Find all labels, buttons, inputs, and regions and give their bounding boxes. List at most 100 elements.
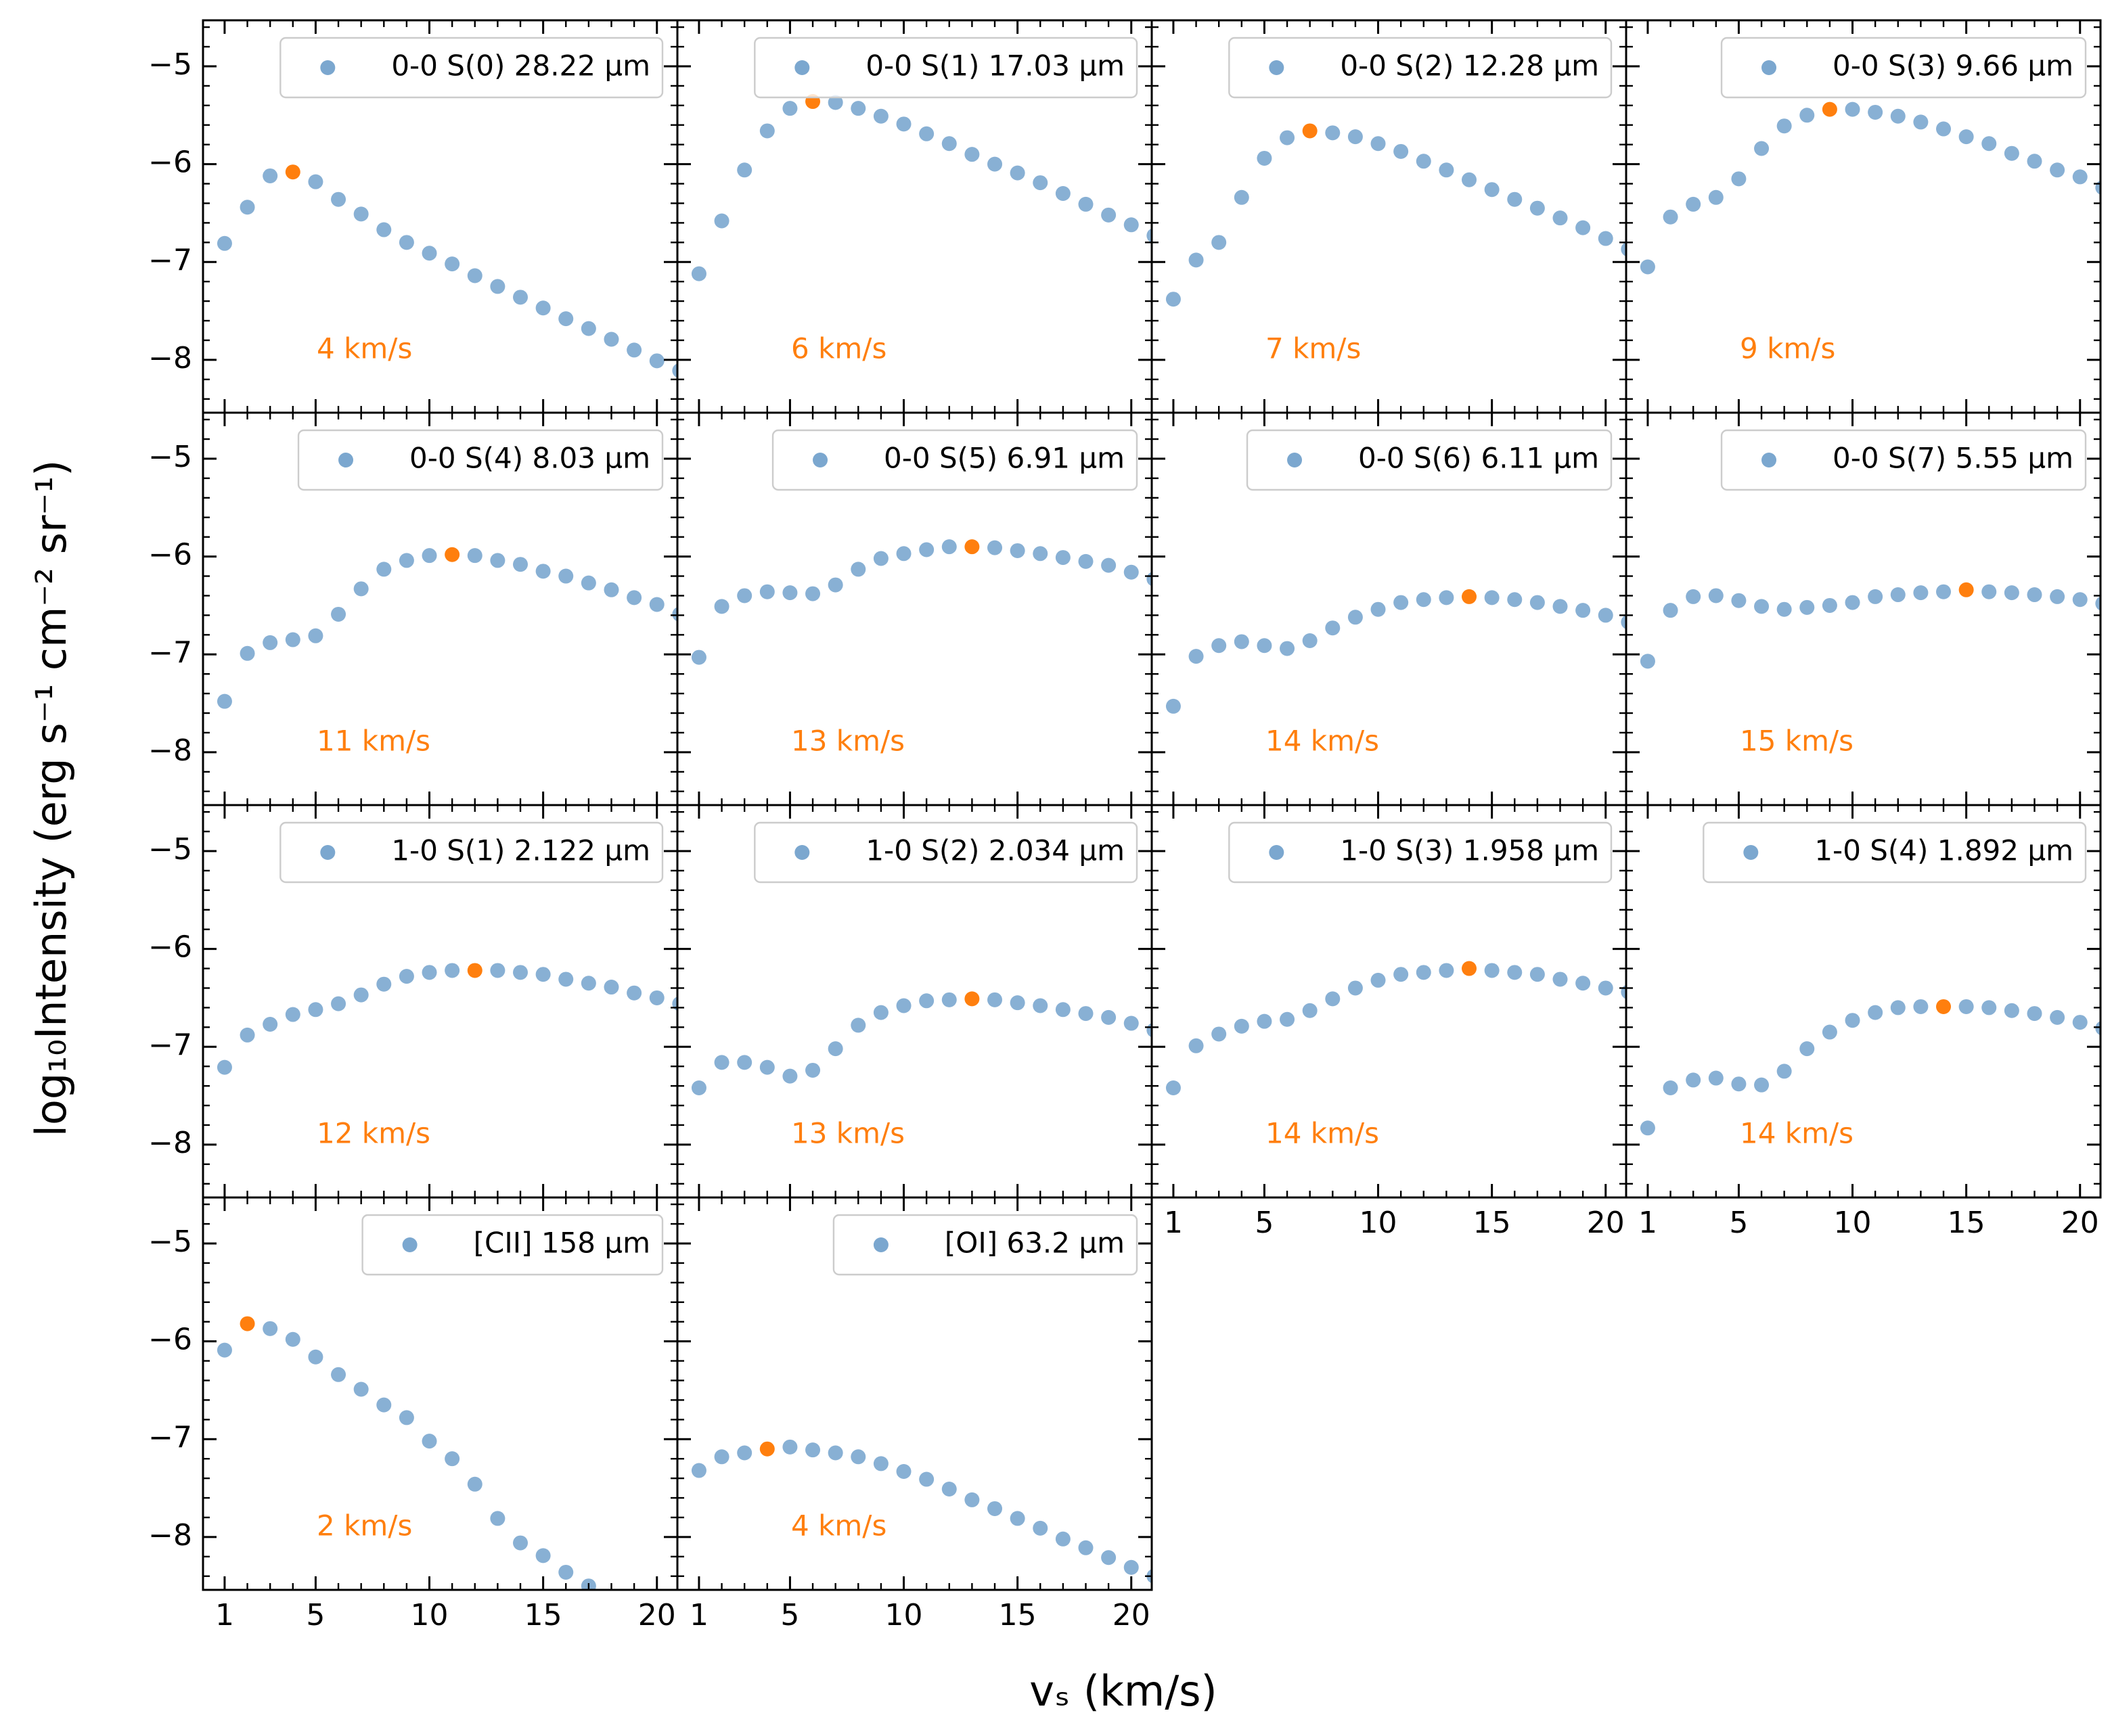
points (217, 164, 677, 378)
point (919, 993, 935, 1009)
point (714, 599, 729, 614)
point (1188, 649, 1204, 664)
point (1754, 141, 1770, 156)
legend-label: 1-0 S(4) 1.892 μm (1814, 834, 2073, 867)
point (263, 1321, 278, 1336)
annotation: 9 km/s (1740, 332, 1835, 365)
annotation: 2 km/s (317, 1509, 412, 1543)
annotation: 14 km/s (1265, 725, 1379, 758)
panel: 13 km/s 0-0 S(5) 6.91 μm (676, 411, 1153, 806)
point (308, 174, 323, 189)
point (1033, 175, 1048, 191)
point (1393, 595, 1409, 610)
point (1507, 965, 1523, 980)
point (987, 1501, 1003, 1516)
point (513, 290, 529, 305)
point (782, 1439, 798, 1455)
legend-box (1228, 821, 1613, 884)
point (1165, 698, 1181, 714)
point (691, 1080, 706, 1096)
point (558, 1564, 574, 1580)
y-tick-label: −5 (148, 440, 192, 474)
point (896, 1463, 912, 1479)
point (851, 1449, 866, 1465)
point (1754, 599, 1770, 614)
point (1754, 1077, 1770, 1093)
point (919, 1471, 935, 1487)
point (376, 976, 392, 992)
point (1165, 292, 1181, 307)
point (490, 963, 505, 978)
point (649, 353, 665, 369)
legend-label: [OI] 63.2 μm (945, 1227, 1125, 1260)
point (1686, 589, 1701, 604)
point (263, 1016, 278, 1032)
point (851, 1018, 866, 1033)
panel: 1 5 10 15 20−5−6−7−8 2 km/s[CII] 158 μm (148, 1196, 679, 1632)
point (467, 548, 482, 564)
points (1640, 582, 2100, 669)
point (759, 1059, 775, 1075)
point (1123, 564, 1139, 580)
point (1981, 584, 1997, 599)
annotation: 6 km/s (791, 332, 886, 365)
highlight-point (964, 991, 980, 1007)
point (1731, 593, 1747, 608)
point (1280, 1011, 1295, 1027)
point (714, 1449, 729, 1465)
point (1055, 186, 1071, 202)
legend-marker (1269, 60, 1284, 75)
x-tick-label: 20 (1113, 1598, 1150, 1632)
points (1640, 101, 2100, 275)
point (2004, 1003, 2019, 1018)
point (422, 1434, 437, 1449)
point (1575, 976, 1591, 991)
point (2050, 589, 2065, 604)
point (535, 564, 551, 579)
panel: 6 km/s 0-0 S(1) 17.03 μm (676, 19, 1153, 414)
point (1165, 1080, 1181, 1096)
point (1188, 1038, 1204, 1053)
point (445, 963, 460, 978)
point (873, 108, 889, 124)
x-tick-label: 1 (1638, 1206, 1657, 1240)
point (1347, 980, 1363, 996)
legend-box (1720, 429, 2087, 491)
point (2050, 162, 2065, 178)
point (1981, 1000, 1997, 1015)
y-tick-label: −8 (148, 733, 192, 768)
point (331, 606, 346, 622)
point (422, 246, 437, 261)
point (558, 568, 574, 584)
x-tick-label: 5 (1729, 1206, 1748, 1240)
point (1663, 209, 1678, 225)
x-tick-label: 15 (524, 1598, 562, 1632)
point (445, 256, 460, 272)
point (828, 1041, 843, 1057)
point (1868, 589, 1883, 604)
legend-marker (320, 845, 336, 860)
point (2004, 585, 2019, 601)
point (1393, 967, 1409, 982)
point (1799, 1041, 1815, 1057)
legend-marker (794, 845, 810, 860)
point (672, 997, 677, 1011)
point (399, 1410, 414, 1425)
point (604, 332, 619, 347)
point (1462, 172, 1477, 187)
point (964, 1492, 980, 1507)
highlight-point (1936, 999, 1952, 1014)
point (1325, 991, 1341, 1007)
point (1325, 620, 1341, 636)
point (1552, 210, 1568, 226)
legend-box (297, 429, 664, 491)
point (422, 548, 437, 564)
point (737, 588, 752, 603)
point (649, 990, 665, 1005)
point (1101, 1009, 1117, 1025)
legend-label: 0-0 S(0) 28.22 μm (391, 49, 650, 83)
point (353, 1381, 369, 1397)
point (1890, 587, 1906, 603)
point (1731, 171, 1747, 187)
